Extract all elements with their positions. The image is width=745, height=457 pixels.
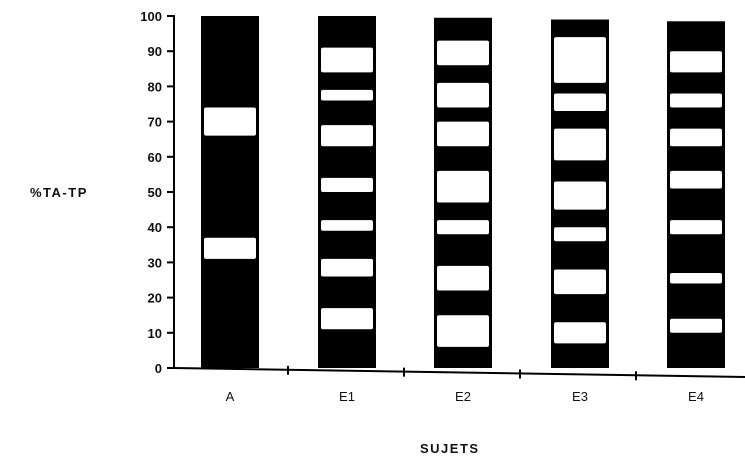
y-axis-title: %TA-TP xyxy=(30,185,88,200)
bar-e4-band-4 xyxy=(670,170,722,189)
x-tick-label-e3: E3 xyxy=(572,389,588,404)
bar-e2-band-3 xyxy=(437,220,489,235)
x-tick-label-e2: E2 xyxy=(455,389,471,404)
y-tick-label-100: 100 xyxy=(140,9,162,24)
y-tick-label-10: 10 xyxy=(148,326,162,341)
bar-e4-band-2 xyxy=(670,272,722,284)
x-axis-title: SUJETS xyxy=(420,441,480,456)
y-tick-label-60: 60 xyxy=(148,150,162,165)
bar-e4 xyxy=(667,21,725,369)
bar-a xyxy=(201,16,259,368)
bar-e1-band-6 xyxy=(321,89,373,101)
bar-e3-band-7 xyxy=(554,37,606,83)
bar-e3-band-3 xyxy=(554,227,606,242)
y-tick-label-70: 70 xyxy=(148,115,162,130)
bar-e1-band-1 xyxy=(321,308,373,330)
x-tick-label-e4: E4 xyxy=(688,389,704,404)
bar-e2-band-4 xyxy=(437,170,489,203)
bar-e2-band-6 xyxy=(437,82,489,108)
y-tick-label-90: 90 xyxy=(148,44,162,59)
bar-e1-band-2 xyxy=(321,258,373,277)
bar-e4-band-1 xyxy=(670,318,722,333)
bar-a-band-1 xyxy=(204,237,256,259)
y-tick-label-0: 0 xyxy=(155,361,162,376)
bar-e1-band-4 xyxy=(321,177,373,192)
bar-e3-band-2 xyxy=(554,269,606,295)
bar-e2-band-7 xyxy=(437,40,489,66)
y-tick-label-80: 80 xyxy=(148,79,162,94)
bar-e4-band-3 xyxy=(670,220,722,235)
y-tick-label-40: 40 xyxy=(148,220,162,235)
bar-e1-band-3 xyxy=(321,220,373,231)
bar-e2-band-2 xyxy=(437,265,489,291)
bar-e4-band-6 xyxy=(670,93,722,108)
bar-e2-band-1 xyxy=(437,315,489,347)
bar-e2-band-5 xyxy=(437,121,489,147)
bar-e1-band-7 xyxy=(321,47,373,73)
bar-e4-band-7 xyxy=(670,51,722,73)
bar-e3-band-4 xyxy=(554,181,606,210)
x-tick-label-a: A xyxy=(226,389,235,404)
bar-e3-band-6 xyxy=(554,93,606,112)
x-tick-label-e1: E1 xyxy=(339,389,355,404)
bar-e3-band-1 xyxy=(554,322,606,344)
axes-layer: A E1 E2 E3 E4 0 10 20 30 40 50 60 70 80 90 100 xyxy=(140,9,745,404)
bar-e1-band-5 xyxy=(321,125,373,147)
y-tick-label-20: 20 xyxy=(148,291,162,306)
bar-a-band-2 xyxy=(204,107,256,136)
bar-e4-band-5 xyxy=(670,128,722,147)
y-tick-label-50: 50 xyxy=(148,185,162,200)
y-tick-label-30: 30 xyxy=(148,255,162,270)
x-axis-line xyxy=(173,367,745,378)
bars-layer xyxy=(201,16,725,369)
bar-e3-band-5 xyxy=(554,128,606,161)
